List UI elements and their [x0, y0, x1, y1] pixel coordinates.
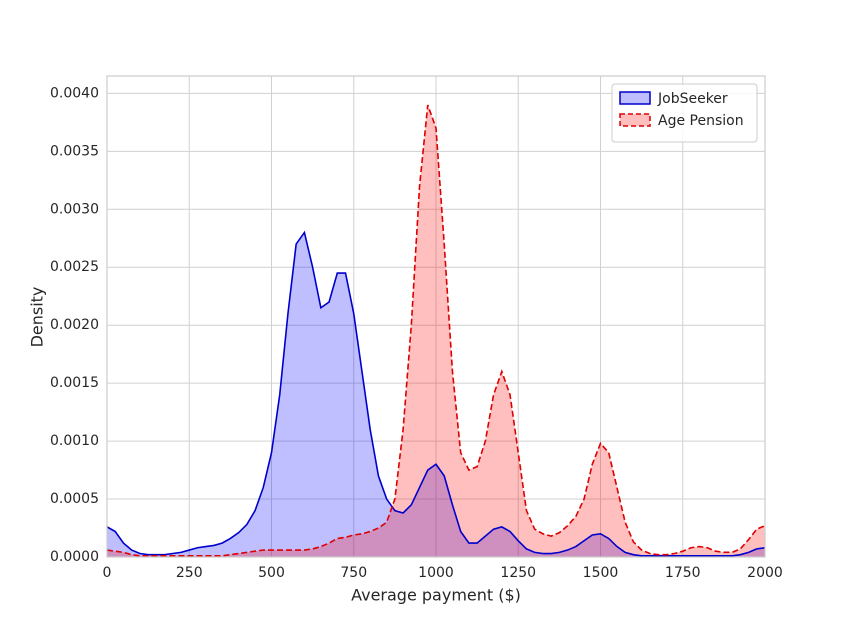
y-tick-label: 0.0030	[50, 201, 99, 217]
lines	[106, 104, 766, 557]
x-tick-label: 1500	[583, 565, 619, 581]
x-tick-label: 1750	[665, 565, 701, 581]
x-tick-label: 750	[340, 565, 367, 581]
legend-box	[611, 83, 758, 143]
legend-swatch	[619, 113, 651, 127]
y-tick-label: 0.0015	[50, 375, 99, 391]
y-tick-label: 0.0035	[50, 143, 99, 159]
legend-label: JobSeeker	[657, 91, 728, 107]
labels: 0 250 500 750 1000 1250 1500 1750 2000 0.0000 0.00…	[50, 85, 783, 581]
y-tick-label: 0.0025	[50, 259, 99, 275]
x-tick-label: 2000	[747, 565, 783, 581]
y-tick-label: 0.0000	[50, 549, 99, 565]
y-tick-label: 0.0010	[50, 433, 99, 449]
x-tick-label: 1000	[418, 565, 454, 581]
legend-swatch-fill	[620, 92, 650, 104]
x-tick-label: 1250	[500, 565, 536, 581]
y-tick-label: 0.0020	[50, 317, 99, 333]
density-line	[106, 230, 766, 557]
legend-label: Age Pension	[658, 113, 744, 129]
y-axis-label: Density	[28, 287, 47, 348]
y-tick-label: 0.0005	[50, 491, 99, 507]
density-area	[107, 232, 765, 557]
plot-frame	[106, 75, 766, 558]
legend-swatch	[619, 91, 651, 105]
x-tick-label: 0	[103, 565, 112, 581]
legend-swatch-fill	[620, 114, 650, 126]
x-axis-label: Average payment ($)	[351, 586, 521, 605]
x-tick-label: 500	[258, 565, 285, 581]
x-tick-label: 250	[176, 565, 203, 581]
density-line	[106, 104, 766, 557]
legend: JobSeeker Age Pension	[611, 83, 758, 143]
y-tick-label: 0.0040	[50, 85, 99, 101]
